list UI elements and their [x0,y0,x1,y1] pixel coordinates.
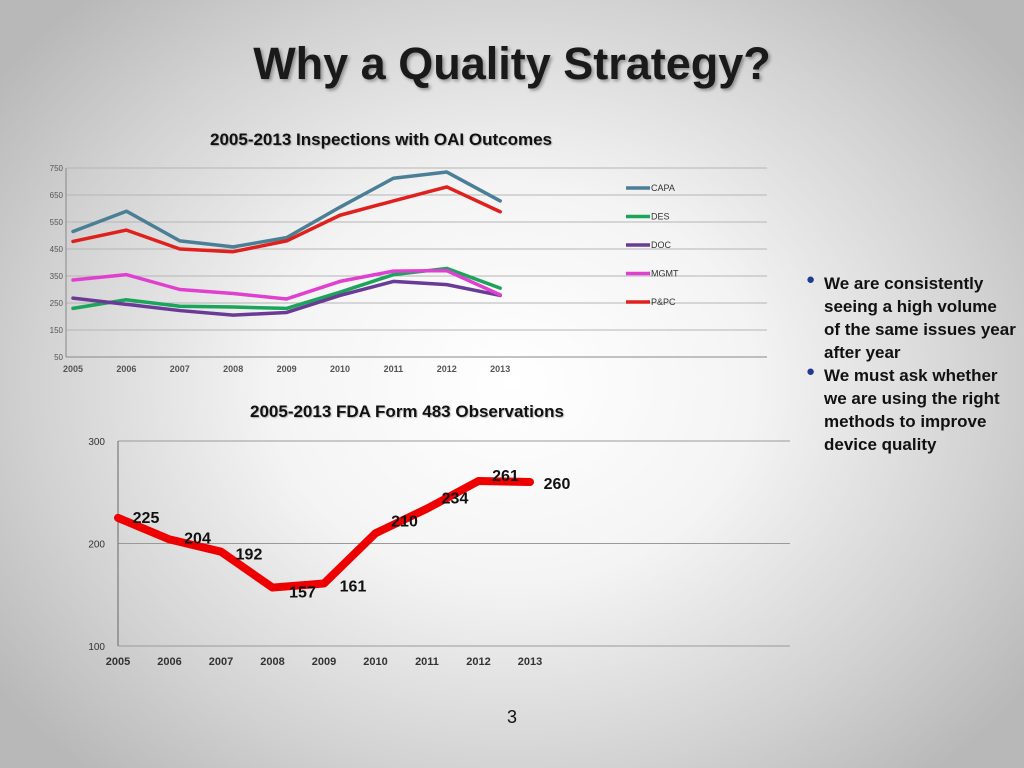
bullet-text: We must ask whether we are using the rig… [824,366,1000,454]
fda483-chart-title: 2005-2013 FDA Form 483 Observations [250,402,565,421]
x-tick-label: 2009 [277,364,297,374]
x-tick-label: 2010 [363,656,387,668]
y-tick-label: 350 [50,272,64,281]
y-tick-label: 750 [50,164,64,173]
x-tick-label: 2011 [384,364,404,374]
y-tick-label: 200 [88,540,105,551]
data-label: 157 [289,585,316,602]
slide-title: Why a Quality Strategy? [253,38,771,89]
x-tick-label: 2006 [157,656,181,668]
x-tick-label: 2007 [209,656,233,668]
bullet-item: ● We must ask whether we are using the r… [806,363,1016,456]
series-line-fda483 [114,476,534,592]
y-tick-label: 250 [50,299,64,308]
y-tick-label: 100 [88,642,105,653]
x-tick-label: 2006 [116,364,136,374]
x-tick-label: 2008 [223,364,243,374]
y-tick-label: 50 [54,353,63,362]
bullet-dot-icon: ● [806,271,816,288]
bullet-item: ● We are consistently seeing a high volu… [806,271,1016,364]
bullet-dot-icon: ● [806,363,816,380]
bullet-list: ● We are consistently seeing a high volu… [806,271,1016,456]
y-tick-label: 300 [88,437,105,448]
oai-chart-title: 2005-2013 Inspections with OAI Outcomes [210,130,553,149]
y-tick-label: 150 [50,326,64,335]
bullet-text: We are consistently seeing a high volume… [824,274,1016,362]
data-label: 225 [133,510,160,527]
x-tick-label: 2012 [466,656,490,668]
legend-label: P&PC [651,297,676,307]
data-label: 234 [442,491,469,508]
x-tick-label: 2008 [260,656,284,668]
data-label: 261 [492,468,519,485]
legend-label: DOC [651,240,672,250]
x-tick-label: 2005 [106,656,130,668]
y-tick-label: 450 [50,245,64,254]
legend-label: CAPA [651,183,675,193]
series-line-ppc [71,185,502,254]
x-tick-label: 2010 [330,364,350,374]
series-line-capa [71,170,502,249]
x-tick-label: 2011 [415,656,439,668]
data-label: 210 [391,513,418,530]
data-label: 161 [340,578,367,595]
x-tick-label: 2007 [170,364,190,374]
y-tick-label: 550 [50,218,64,227]
legend-label: MGMT [651,269,679,279]
y-tick-label: 650 [50,191,64,200]
x-tick-label: 2012 [437,364,457,374]
data-label: 192 [236,547,263,564]
page-number: 3 [506,707,517,727]
x-tick-label: 2013 [518,656,542,668]
x-tick-label: 2009 [312,656,336,668]
data-label: 260 [544,476,571,493]
data-label: 204 [184,530,211,547]
series-line-doc [71,279,502,317]
legend-label: DES [651,212,670,222]
x-tick-label: 2013 [490,364,510,374]
x-tick-label: 2005 [63,364,83,374]
series-line-mgmt [71,268,502,301]
